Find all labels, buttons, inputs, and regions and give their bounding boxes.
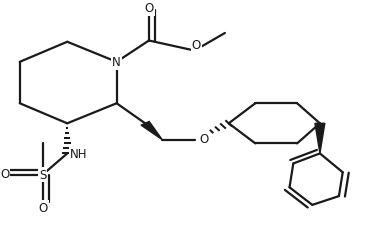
Text: N: N <box>112 56 121 69</box>
Text: NH: NH <box>70 147 88 160</box>
Text: O: O <box>200 132 209 145</box>
Text: O: O <box>144 2 154 15</box>
Polygon shape <box>141 122 162 140</box>
Text: S: S <box>39 169 46 181</box>
Text: O: O <box>0 167 9 180</box>
Text: O: O <box>192 39 201 52</box>
Polygon shape <box>315 124 325 154</box>
Text: O: O <box>39 201 48 214</box>
